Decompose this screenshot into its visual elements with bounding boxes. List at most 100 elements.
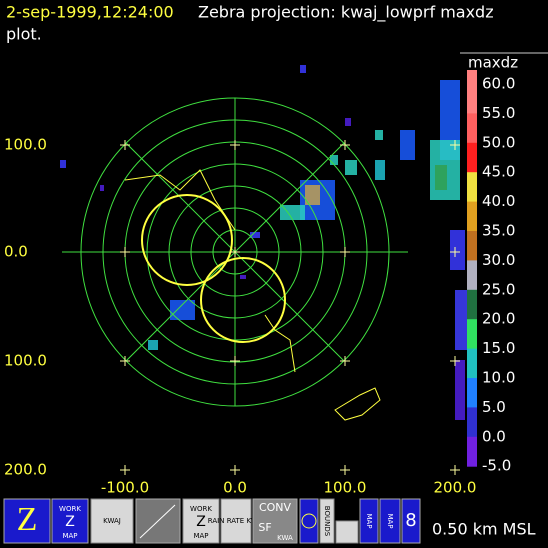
colorbar-label: 5.0: [482, 398, 506, 416]
colorbar-label: 10.0: [482, 369, 515, 387]
colorbar: maxdz 60.0 55.0 50.0 45.0 40.0 35.0 30.0 25.0 20…: [460, 52, 548, 475]
colorbar-label: 50.0: [482, 133, 515, 151]
colorbar-swatch: [467, 436, 477, 467]
button-label: MAP: [386, 513, 394, 528]
echo: [345, 160, 357, 175]
colorbar-label: 35.0: [482, 222, 515, 240]
y-label: 0.0: [4, 243, 28, 261]
echo: [280, 205, 305, 220]
work-map-button[interactable]: [51, 498, 89, 544]
colorbar-label: 25.0: [482, 280, 515, 298]
grid-marker: [230, 247, 240, 257]
grid-marker: [450, 465, 460, 475]
echo: [300, 65, 306, 73]
echo: [375, 130, 383, 140]
colorbar-title: maxdz: [468, 54, 518, 72]
radar-plot: 100.0 0.0 100.0 200.0 -100.0 0.0 100.0 200.0: [4, 65, 476, 497]
globe-icon: [301, 513, 317, 529]
echo: [375, 160, 385, 180]
grid-marker: [450, 356, 460, 366]
echo: [60, 160, 66, 168]
colorbar-swatch: [467, 172, 477, 203]
bounds-button[interactable]: [319, 498, 335, 544]
colorbar-swatch: [467, 289, 477, 320]
grid-button[interactable]: [335, 520, 359, 544]
colorbar-swatch: [467, 142, 477, 173]
echo: [100, 185, 104, 191]
y-label: 100.0: [4, 136, 47, 154]
icon-line: [139, 504, 176, 539]
echo: [148, 340, 158, 350]
button-label: WORK: [190, 505, 212, 513]
echo: [455, 290, 467, 350]
coverage-circle: [200, 257, 286, 343]
conv-button[interactable]: [252, 498, 298, 544]
colorbar-swatch: [467, 70, 477, 84]
colorbar-label: 60.0: [482, 75, 515, 93]
grid-marker: [230, 356, 240, 366]
kwaj-button[interactable]: [90, 498, 134, 544]
grid-marker: [340, 465, 350, 475]
echo: [240, 275, 246, 279]
timestamp: 2-sep-1999,12:24:00: [6, 3, 174, 22]
button-icon: 8: [405, 510, 416, 531]
loop-button[interactable]: [401, 498, 421, 544]
button-label: SF: [258, 521, 271, 534]
colorbar-swatch: [467, 378, 477, 408]
title: Zebra projection: kwaj_lowprf maxdz: [198, 3, 494, 23]
subtitle: plot.: [6, 25, 42, 44]
grid-marker: [340, 247, 350, 257]
button-label: MAP: [365, 513, 373, 528]
colorbar-swatch: [467, 319, 477, 350]
work-map-button[interactable]: [182, 498, 220, 544]
echo: [450, 230, 465, 270]
button-label: BOUNDS: [323, 506, 331, 537]
grid-marker: [120, 247, 130, 257]
globe-button[interactable]: [299, 498, 319, 544]
button-label: KWAJ: [103, 517, 121, 525]
echo: [250, 232, 260, 238]
grid-marker: [340, 140, 350, 150]
grid-marker: [340, 356, 350, 366]
y-label: 100.0: [4, 352, 47, 370]
echo: [455, 360, 465, 420]
grid-marker: [120, 140, 130, 150]
button-label: MAP: [62, 532, 77, 540]
button-label: KWA: [277, 534, 293, 542]
button-label: RAIN RATE KWAJ: [208, 517, 264, 525]
grid-marker: [230, 465, 240, 475]
colorbar-swatch: [467, 113, 477, 144]
map-button[interactable]: [359, 498, 379, 544]
colorbar-swatch: [467, 407, 477, 438]
x-label: -100.0: [101, 479, 149, 497]
colorbar-label: 30.0: [482, 251, 515, 269]
colorbar-label: 40.0: [482, 192, 515, 210]
colorbar-label: 45.0: [482, 163, 515, 181]
colorbar-label: 55.0: [482, 104, 515, 122]
grid-marker: [120, 465, 130, 475]
button-label: MAP: [193, 532, 208, 540]
colorbar-label: 0.0: [482, 427, 506, 445]
grid-marker: [120, 356, 130, 366]
colorbar-swatch: [467, 201, 477, 232]
colorbar-swatch: [467, 231, 477, 261]
x-label: 0.0: [223, 479, 247, 497]
colorbar-swatch: [467, 260, 477, 291]
rain-rate-button[interactable]: [220, 498, 252, 544]
button-icon: Z: [196, 514, 206, 530]
status: 0.50 km MSL: [432, 520, 536, 539]
grid-marker: [230, 140, 240, 150]
coverage-circle: [141, 194, 233, 286]
colorbar-label: -5.0: [482, 457, 511, 475]
echo: [345, 118, 351, 126]
colorbar-swatch: [467, 348, 477, 379]
y-label: 200.0: [4, 461, 47, 479]
map-button[interactable]: [379, 498, 401, 544]
echo: [305, 185, 320, 205]
colorbar-label: 15.0: [482, 339, 515, 357]
grid-marker: [450, 247, 460, 257]
x-label: 200.0: [434, 479, 477, 497]
zebra-button[interactable]: [3, 498, 51, 544]
